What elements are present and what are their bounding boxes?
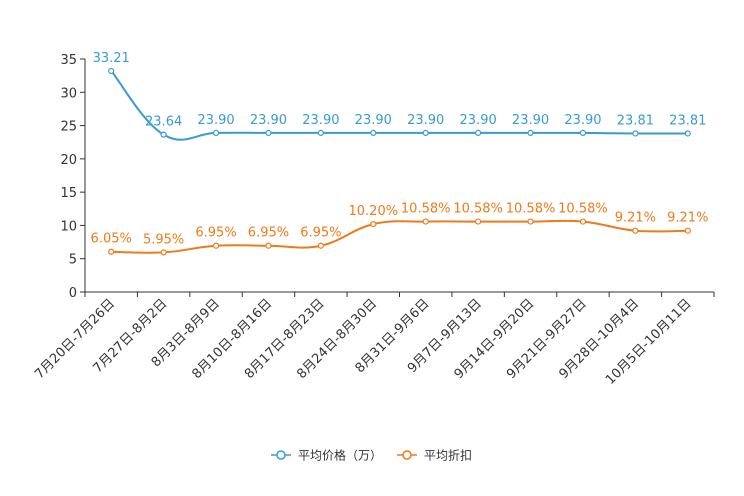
y-tick-label: 10: [60, 219, 77, 234]
data-point-0: [212, 129, 220, 136]
data-label-1: 10.58%: [558, 202, 608, 217]
data-label-1: 6.95%: [248, 226, 289, 241]
data-label-0: 23.90: [564, 113, 601, 128]
data-label-0: 23.64: [145, 115, 182, 130]
data-label-0: 23.81: [617, 113, 654, 128]
data-point-1: [265, 242, 272, 249]
data-label-1: 10.58%: [506, 202, 556, 217]
data-label-1: 6.95%: [300, 226, 341, 241]
y-tick-label: 20: [60, 153, 77, 168]
data-label-1: 5.95%: [143, 232, 184, 247]
data-point-0: [527, 129, 534, 136]
data-label-0: 23.90: [302, 113, 339, 128]
y-tick-label: 5: [69, 253, 77, 268]
y-tick-label: 15: [60, 186, 77, 201]
data-point-0: [422, 129, 429, 136]
series-line-0: [110, 70, 688, 141]
data-point-0: [265, 129, 272, 136]
data-point-0: [317, 129, 324, 136]
data-label-1: 10.58%: [453, 202, 503, 217]
data-label-0: 23.90: [250, 113, 287, 128]
y-tick-label: 30: [60, 86, 77, 101]
legend-item-0[interactable]: 平均价格（万）: [271, 448, 382, 463]
data-point-1: [422, 218, 429, 225]
y-tick-label: 35: [60, 53, 77, 68]
data-point-1: [632, 227, 639, 234]
data-label-0: 23.90: [197, 113, 234, 128]
data-label-0: 23.90: [512, 113, 549, 128]
data-label-1: 9.21%: [667, 211, 708, 226]
data-point-1: [317, 242, 324, 249]
data-point-0: [108, 67, 115, 75]
y-tick-label: 0: [69, 286, 77, 301]
data-label-0: 23.90: [407, 113, 444, 128]
data-point-0: [632, 130, 639, 137]
data-label-0: 33.21: [93, 51, 130, 66]
data-label-1: 6.95%: [195, 226, 236, 241]
data-point-1: [160, 249, 167, 256]
data-point-1: [579, 218, 587, 225]
data-label-0: 23.81: [669, 113, 706, 128]
data-point-0: [160, 131, 167, 138]
series-points: [108, 67, 691, 256]
legend-label-0: 平均价格（万）: [298, 448, 382, 463]
data-point-0: [475, 129, 482, 136]
legend-item-1[interactable]: 平均折扣: [397, 448, 472, 463]
data-label-0: 23.90: [355, 113, 392, 128]
data-point-1: [527, 218, 534, 225]
data-point-1: [108, 248, 115, 255]
data-point-1: [212, 242, 220, 249]
data-label-1: 6.05%: [91, 232, 132, 247]
data-point-0: [370, 129, 377, 136]
data-labels: 33.21 23.64 23.90 23.90 23.90 23.90 23.90 23.90…: [91, 51, 709, 247]
y-tick-label: 25: [60, 120, 77, 135]
series-line-1: [111, 219, 688, 254]
legend-marker-0: [276, 450, 286, 460]
data-label-1: 10.20%: [349, 204, 399, 219]
data-label-0: 23.90: [460, 113, 497, 128]
legend-label-1: 平均折扣: [424, 448, 472, 463]
data-point-0: [579, 129, 587, 136]
data-point-0: [684, 130, 691, 137]
legend[interactable]: 平均价格（万） 平均折扣: [271, 448, 472, 463]
data-point-1: [370, 220, 377, 228]
data-label-1: 9.21%: [615, 211, 656, 226]
data-label-1: 10.58%: [401, 202, 451, 217]
data-point-1: [475, 218, 482, 225]
legend-marker-1: [402, 450, 412, 460]
data-point-1: [684, 227, 691, 234]
